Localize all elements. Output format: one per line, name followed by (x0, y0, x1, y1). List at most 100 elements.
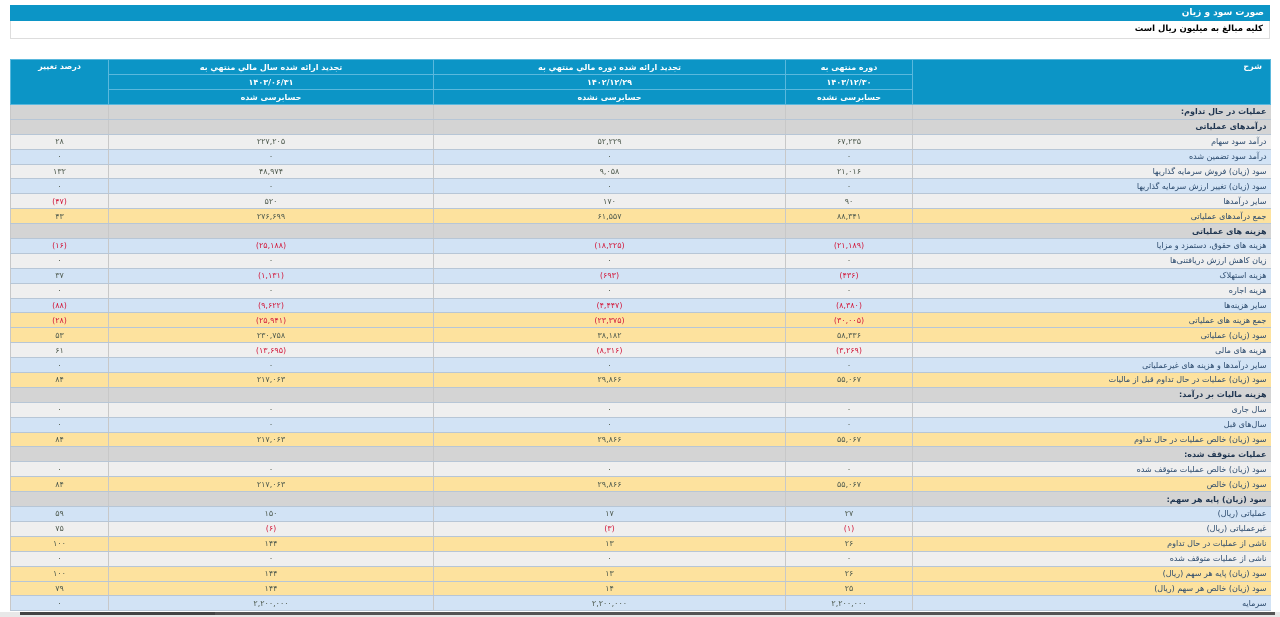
value-col2 (433, 387, 786, 403)
percent-change: (۴۷) (10, 193, 109, 210)
percent-change: ۰ (10, 417, 109, 433)
percent-change (10, 446, 109, 463)
table-row: هزینه های حقوق، دستمزد و مزایا (۲۱,۱۸۹) (۱… (10, 238, 1271, 254)
table-row: سایر هزینه‌ها (۸,۳۸۰) (۴,۴۴۷) (۹,۶۲۲) (۸۸) (10, 298, 1271, 314)
value-col3: ۲۱۷,۰۶۳ (108, 432, 434, 448)
table-row: سود (زیان) فروش سرمایه گذاریها ۲۱,۰۱۶ ۹,۰۵… (10, 164, 1271, 180)
percent-change: ۴۳ (10, 208, 109, 225)
table-body: عملیات در حال تداوم: درآمدهای عملیاتی درآم… (10, 104, 1271, 612)
row-label: سود (زیان) عملیات در حال تداوم قبل از ما… (912, 372, 1271, 388)
percent-change (10, 223, 109, 240)
value-col3: ۱۵۰ (108, 506, 434, 522)
value-col1: (۳۰,۰۰۵) (785, 312, 913, 329)
value-col3 (108, 446, 434, 463)
value-col2: ۰ (433, 417, 786, 433)
value-col3: (۹,۶۲۲) (108, 298, 434, 314)
row-label: سایر درآمدها و هزینه های غیرعملیاتی (912, 357, 1271, 374)
row-label: عملیات در حال تداوم: (912, 104, 1271, 120)
value-col2: (۳) (433, 521, 786, 537)
row-label: زیان کاهش ارزش دریافتنی‌ها (912, 253, 1271, 269)
section-header-row: هزینه مالیات بر درآمد: (10, 387, 1271, 403)
value-col3: ۰ (108, 283, 434, 299)
value-col2: (۴,۴۴۷) (433, 298, 786, 314)
table-row: هزینه استهلاک (۴۳۶) (۶۹۳) (۱,۱۳۱) ۳۷ (10, 268, 1271, 284)
header-col2-title: تجدید ارائه شده دوره مالي منتهي به (433, 59, 786, 75)
row-label: سرمایه (912, 595, 1271, 612)
row-label: سود (زیان) پایه هر سهم: (912, 491, 1271, 508)
value-col3: ۰ (108, 253, 434, 269)
value-col2 (433, 223, 786, 240)
horizontal-scrollbar[interactable] (0, 612, 1280, 617)
header-col1-title: دوره منتهی به (785, 59, 913, 75)
percent-change: ۰ (10, 149, 109, 165)
table-row: سایر درآمدها ۹۰ ۱۷۰ ۵۲۰ (۴۷) (10, 193, 1271, 210)
row-label: هزینه های عملیاتی (912, 223, 1271, 240)
header-col2-date: ۱۴۰۲/۱۲/۲۹ (433, 74, 786, 90)
value-col3: (۱۳,۶۹۵) (108, 342, 434, 359)
percent-change (10, 119, 109, 135)
value-col1 (785, 387, 913, 403)
value-col2: ۹,۰۵۸ (433, 164, 786, 180)
percent-change: ۱۳۲ (10, 164, 109, 180)
value-col3: ۲۱۷,۰۶۳ (108, 372, 434, 388)
row-label: سود (زیان) پایه هر سهم (ریال) (912, 566, 1271, 582)
table-row: درآمد سود سهام ۶۷,۲۳۵ ۵۲,۲۲۹ ۲۲۷,۲۰۵ ۲۸ (10, 134, 1271, 150)
row-label: غیرعملیاتی (ریال) (912, 521, 1271, 537)
value-col2: ۰ (433, 283, 786, 299)
value-col3: ۲۲۷,۲۰۵ (108, 134, 434, 150)
value-col1: (۴۳۶) (785, 268, 913, 284)
value-col3: ۰ (108, 417, 434, 433)
row-label: درآمد سود تضمین شده (912, 149, 1271, 165)
value-col3: ۰ (108, 357, 434, 374)
percent-change: ۸۴ (10, 476, 109, 493)
value-col1: ۵۵,۰۶۷ (785, 372, 913, 388)
value-col2: ۳۸,۱۸۲ (433, 327, 786, 344)
value-col2: ۱۳ (433, 536, 786, 552)
value-col2: ۰ (433, 253, 786, 269)
value-col1: ۲۷ (785, 506, 913, 522)
row-label: سال‌های قبل (912, 417, 1271, 433)
value-col1: (۸,۳۸۰) (785, 298, 913, 314)
value-col2 (433, 491, 786, 508)
row-label: عملیات متوقف شده: (912, 446, 1271, 463)
row-label: سایر درآمدها (912, 193, 1271, 210)
value-col2: ۲۹,۸۶۶ (433, 476, 786, 493)
row-label: جمع درآمدهای عملیاتی (912, 208, 1271, 225)
value-col2: ۱۴ (433, 581, 786, 597)
row-label: سود (زیان) خالص هر سهم (ریال) (912, 581, 1271, 597)
row-label: ناشی از عملیات متوقف شده (912, 551, 1271, 567)
value-col1: ۲۱,۰۱۶ (785, 164, 913, 180)
header-col3-audit: حسابرسی شده (108, 89, 434, 105)
value-col1: ۵۵,۰۶۷ (785, 432, 913, 448)
scrollbar-track[interactable] (215, 612, 1275, 615)
scrollbar-thumb[interactable] (20, 612, 220, 615)
value-col3: (۲۵,۱۸۸) (108, 238, 434, 254)
row-label: هزینه اجاره (912, 283, 1271, 299)
percent-change: ۰ (10, 595, 109, 612)
table-row: ناشی از عملیات در حال تداوم ۲۶ ۱۳ ۱۴۴ ۱۰۰ (10, 536, 1271, 552)
percent-change: (۱۶) (10, 238, 109, 254)
row-label: سال جاری (912, 402, 1271, 418)
value-col2: (۸,۳۱۶) (433, 342, 786, 359)
row-label: هزینه های مالی (912, 342, 1271, 359)
value-col1: ۰ (785, 357, 913, 374)
value-col1 (785, 491, 913, 508)
value-col3: ۰ (108, 551, 434, 567)
table-row: ناشی از عملیات متوقف شده ۰ ۰ ۰ ۰ (10, 551, 1271, 567)
table-row: سرمایه ۲,۲۰۰,۰۰۰ ۲,۲۰۰,۰۰۰ ۲,۲۰۰,۰۰۰ ۰ (10, 595, 1271, 612)
percent-change (10, 491, 109, 508)
value-col1: ۰ (785, 461, 913, 478)
table-row: سود (زیان) خالص عملیات در حال تداوم ۵۵,۰۶… (10, 432, 1271, 448)
table-row: سال جاری ۰ ۰ ۰ ۰ (10, 402, 1271, 418)
value-col3: (۱,۱۳۱) (108, 268, 434, 284)
table-row: سایر درآمدها و هزینه های غیرعملیاتی ۰ ۰ ۰ ۰ (10, 357, 1271, 374)
table-row: زیان کاهش ارزش دریافتنی‌ها ۰ ۰ ۰ ۰ (10, 253, 1271, 269)
row-label: سود (زیان) خالص (912, 476, 1271, 493)
row-label: هزینه های حقوق، دستمزد و مزایا (912, 238, 1271, 254)
percent-change: ۵۹ (10, 506, 109, 522)
value-col3: ۵۲۰ (108, 193, 434, 210)
value-col1: ۰ (785, 283, 913, 299)
percent-change: ۱۰۰ (10, 566, 109, 582)
row-label: سود (زیان) خالص عملیات متوقف شده (912, 461, 1271, 478)
value-col2: ۰ (433, 149, 786, 165)
